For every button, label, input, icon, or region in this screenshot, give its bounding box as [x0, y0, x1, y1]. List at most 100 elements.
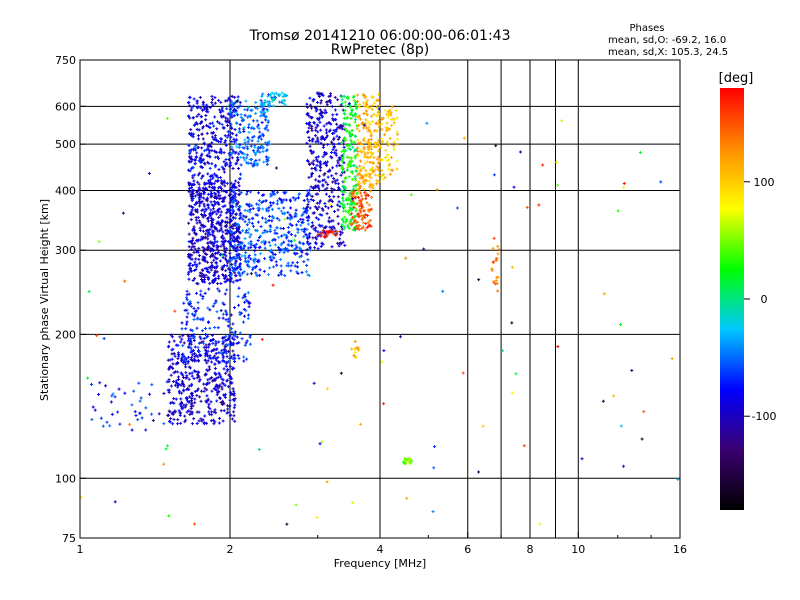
data-point: [235, 335, 239, 339]
data-point: [179, 404, 183, 408]
data-point: [189, 349, 193, 353]
data-point: [216, 355, 220, 359]
data-point: [261, 150, 265, 154]
data-point: [237, 341, 241, 345]
data-point: [222, 151, 226, 155]
data-point: [223, 395, 227, 399]
data-point: [207, 342, 211, 346]
data-point: [184, 327, 188, 331]
data-point: [242, 355, 246, 359]
data-point: [217, 276, 221, 280]
data-point: [190, 305, 194, 309]
data-point: [208, 105, 212, 109]
data-point: [324, 204, 328, 208]
data-point: [244, 99, 248, 103]
data-point: [203, 291, 207, 295]
data-point: [228, 364, 232, 368]
data-point: [237, 152, 241, 156]
data-point: [191, 278, 195, 282]
data-point: [180, 321, 184, 325]
data-point: [313, 246, 317, 250]
data-point: [198, 171, 202, 175]
x-tick-label: 16: [673, 543, 687, 556]
data-point: [264, 118, 268, 122]
data-point: [195, 394, 199, 398]
data-point: [196, 345, 200, 349]
data-point: [189, 133, 193, 137]
data-point: [238, 177, 242, 181]
data-point: [230, 417, 234, 421]
x-tick-label: 2: [227, 543, 234, 556]
data-point: [310, 129, 314, 133]
data-point: [183, 420, 187, 424]
data-point: [247, 253, 251, 257]
data-point: [209, 195, 213, 199]
data-point: [289, 239, 293, 243]
data-point: [137, 381, 141, 385]
data-point: [273, 238, 277, 242]
grid-layer: [80, 60, 680, 538]
data-point: [310, 221, 314, 225]
data-point: [556, 345, 560, 349]
data-point: [275, 226, 279, 230]
data-point: [247, 255, 251, 259]
data-point: [221, 256, 225, 260]
data-point: [514, 372, 518, 376]
data-point: [187, 292, 191, 296]
data-point: [213, 96, 217, 100]
data-point: [193, 397, 197, 401]
data-point: [237, 127, 241, 131]
data-point: [224, 254, 228, 258]
data-point: [267, 206, 271, 210]
data-point: [184, 418, 188, 422]
data-point: [232, 389, 236, 393]
data-point: [369, 134, 373, 138]
data-point: [205, 103, 209, 107]
data-point: [208, 281, 212, 285]
colorbar-tick-label: -100: [752, 410, 777, 423]
data-point: [210, 131, 214, 135]
data-point: [202, 196, 206, 200]
data-point: [190, 106, 194, 110]
data-point: [231, 185, 235, 189]
data-point: [203, 181, 207, 185]
data-point: [188, 152, 192, 156]
data-point: [246, 300, 250, 304]
data-point: [190, 158, 194, 162]
data-point: [491, 246, 495, 250]
data-point: [230, 381, 234, 385]
data-point: [228, 242, 232, 246]
data-point: [302, 260, 306, 264]
data-point: [97, 392, 101, 396]
data-point: [208, 233, 212, 237]
data-point: [275, 202, 279, 206]
data-point: [187, 400, 191, 404]
data-point: [209, 145, 213, 149]
data-point: [293, 214, 297, 218]
data-point: [560, 119, 564, 123]
data-point: [312, 381, 316, 385]
data-point: [250, 221, 254, 225]
data-point: [257, 191, 261, 195]
data-point: [382, 349, 386, 353]
data-point: [255, 202, 259, 206]
data-point: [184, 396, 188, 400]
data-point: [192, 104, 196, 108]
data-point: [207, 265, 211, 269]
data-point: [353, 134, 357, 138]
data-point: [210, 261, 214, 265]
data-point: [206, 260, 210, 264]
data-point: [537, 203, 541, 207]
data-point: [128, 422, 132, 426]
data-point: [186, 101, 190, 105]
data-point: [244, 229, 248, 233]
data-point: [235, 341, 239, 345]
data-point: [197, 128, 201, 132]
data-point: [298, 241, 302, 245]
data-point: [167, 390, 171, 394]
data-point: [190, 410, 194, 414]
data-point: [206, 234, 210, 238]
data-point: [224, 269, 228, 273]
data-point: [218, 185, 222, 189]
data-point: [315, 163, 319, 167]
